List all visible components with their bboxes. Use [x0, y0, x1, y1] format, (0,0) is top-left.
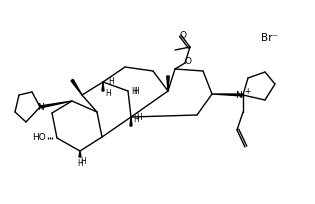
Text: H: H — [136, 112, 142, 122]
Text: N: N — [235, 91, 242, 100]
Text: H: H — [133, 86, 139, 95]
Text: O: O — [180, 31, 186, 40]
Text: HO: HO — [32, 133, 46, 143]
Polygon shape — [167, 76, 169, 91]
Text: O: O — [185, 57, 192, 65]
Text: H: H — [108, 76, 114, 85]
Polygon shape — [71, 79, 82, 95]
Text: N: N — [37, 102, 44, 112]
Polygon shape — [130, 117, 132, 126]
Text: H: H — [105, 89, 111, 98]
Polygon shape — [102, 82, 104, 91]
Polygon shape — [212, 94, 243, 96]
Text: H: H — [133, 114, 139, 123]
Text: H: H — [131, 86, 137, 95]
Polygon shape — [79, 151, 81, 157]
Text: Br⁻: Br⁻ — [261, 33, 278, 43]
Text: H: H — [80, 157, 86, 166]
Polygon shape — [40, 101, 72, 108]
Text: +: + — [244, 88, 250, 96]
Text: H: H — [77, 159, 83, 167]
